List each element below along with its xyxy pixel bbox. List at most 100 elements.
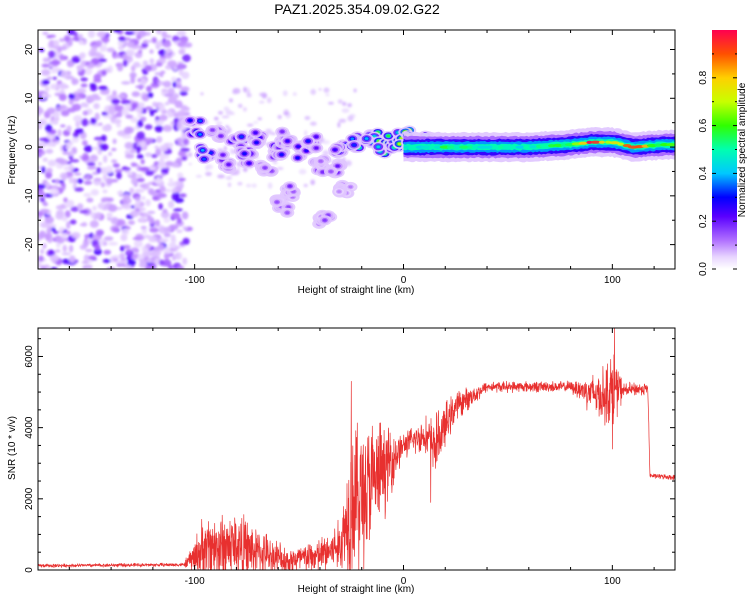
noise-cell (68, 244, 74, 253)
signal-blob (239, 135, 244, 138)
noise-cell (338, 118, 347, 123)
noise-cell (163, 226, 172, 233)
signal-blob (221, 153, 225, 157)
noise-cell (159, 153, 170, 160)
noise-cell (180, 86, 190, 92)
noise-cell (152, 101, 158, 107)
noise-cell (161, 173, 166, 177)
noise-cell (68, 176, 74, 184)
noise-cell (129, 187, 135, 194)
noise-cell (38, 261, 42, 269)
noise-cell (177, 172, 184, 179)
noise-cell (62, 151, 72, 155)
noise-cell (116, 171, 122, 180)
noise-cell (67, 61, 74, 68)
snr-xtick-label: 0 (401, 576, 407, 587)
noise-cell (44, 216, 54, 224)
noise-cell (159, 114, 168, 121)
signal-blob (350, 137, 355, 141)
noise-cell (151, 37, 157, 44)
noise-cell (44, 182, 51, 189)
signal-blob (275, 200, 279, 204)
noise-cell (79, 209, 89, 214)
signal-blob (188, 119, 192, 122)
noise-cell (83, 180, 93, 185)
noise-cell (267, 182, 273, 189)
noise-cell (303, 183, 308, 188)
noise-cell (283, 112, 290, 115)
noise-cell (163, 80, 172, 88)
noise-cell (176, 121, 182, 129)
noise-cell (325, 93, 330, 97)
noise-cell (69, 220, 77, 224)
ridge-peak (477, 145, 489, 149)
signal-blob (348, 185, 353, 189)
noise-cell (49, 185, 60, 190)
noise-cell (162, 41, 172, 48)
noise-cell (74, 187, 84, 192)
noise-cell (205, 164, 213, 170)
ridge-peak (609, 141, 620, 145)
noise-cell (117, 94, 126, 98)
noise-cell (95, 211, 102, 220)
noise-cell (147, 92, 154, 98)
noise-cell (171, 76, 177, 82)
noise-cell (146, 85, 152, 93)
noise-cell (71, 137, 79, 143)
noise-cell (147, 210, 156, 214)
noise-cell (131, 177, 139, 186)
colorbar-label: Normalized spectral amplitude (737, 82, 748, 217)
noise-cell (103, 155, 108, 163)
noise-cell (79, 223, 88, 227)
signal-blob (397, 142, 402, 146)
noise-cell (120, 245, 125, 252)
noise-cell (121, 107, 129, 116)
noise-cell (310, 88, 316, 95)
noise-cell (170, 212, 181, 220)
noise-cell (55, 157, 65, 164)
noise-cell (102, 115, 113, 119)
noise-cell (90, 117, 97, 125)
noise-cell (124, 31, 135, 35)
noise-cell (70, 206, 80, 212)
noise-cell (112, 138, 117, 145)
ridge-peak (654, 143, 662, 147)
noise-cell (246, 123, 254, 127)
noise-cell (304, 116, 311, 120)
noise-cell (59, 46, 67, 51)
noise-cell (134, 107, 143, 113)
noise-cell (48, 50, 56, 59)
noise-cell (81, 118, 89, 127)
noise-cell (76, 65, 83, 72)
noise-cell (128, 220, 135, 226)
noise-cell (159, 238, 169, 243)
noise-cell (96, 31, 107, 38)
noise-cell (42, 31, 49, 35)
noise-cell (91, 44, 98, 48)
noise-cell (182, 226, 189, 230)
noise-cell (138, 49, 143, 54)
noise-cell (40, 248, 45, 255)
noise-cell (112, 163, 120, 168)
noise-cell (123, 126, 134, 134)
noise-cell (171, 187, 178, 194)
noise-cell (165, 160, 174, 167)
noise-cell (160, 211, 170, 219)
noise-cell (53, 39, 60, 48)
ridge-peak (459, 145, 469, 149)
noise-cell (40, 266, 47, 269)
signal-blob (279, 153, 284, 156)
noise-cell (133, 239, 143, 248)
signal-blob (226, 163, 231, 166)
noise-cell (176, 79, 182, 86)
snr-xlabel: Height of straight line (km) (298, 584, 415, 595)
noise-cell (154, 119, 164, 126)
noise-cell (145, 243, 152, 250)
noise-cell (41, 79, 50, 85)
signal-blob (376, 145, 381, 149)
noise-cell (132, 237, 142, 241)
noise-cell (159, 259, 165, 266)
noise-cell (246, 183, 252, 188)
signal-blob (296, 145, 301, 148)
noise-cell (45, 148, 54, 154)
